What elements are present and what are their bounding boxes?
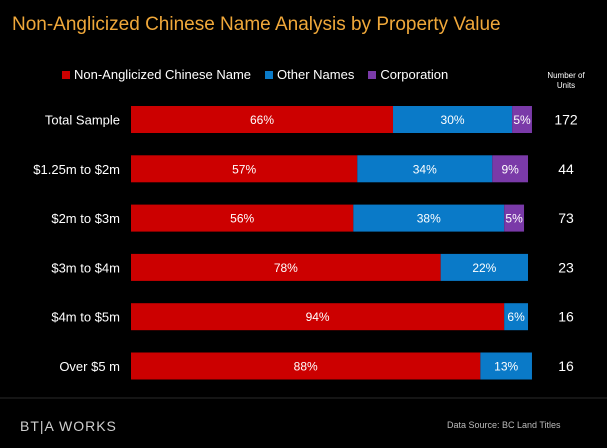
legend-swatch-blue: [265, 70, 274, 79]
data-label: 13%: [494, 360, 518, 374]
units-value: 23: [558, 259, 574, 275]
bar-segment: [393, 106, 513, 133]
bar-segment: [357, 155, 493, 183]
bar-segment: [131, 106, 394, 133]
data-label: 88%: [294, 360, 318, 374]
category-label: $1.25m to $2m: [33, 162, 120, 177]
bar-segment: [131, 204, 354, 232]
legend-label-chinese-name: Non-Anglicized Chinese Name: [74, 67, 252, 82]
data-label: 56%: [230, 212, 254, 226]
bar-segment: [131, 303, 505, 331]
bar-segment: [131, 155, 358, 183]
bar-segment: [131, 352, 481, 380]
data-label: 66%: [250, 113, 274, 127]
legend-swatch-purple: [368, 70, 377, 79]
units-value: 172: [554, 112, 578, 128]
data-label: 22%: [472, 261, 496, 275]
legend-label-other-names: Other Names: [277, 67, 355, 82]
brand-logo: BT|A WORKS: [20, 418, 117, 434]
bar-segment: [131, 253, 441, 281]
bar-segment: [440, 253, 528, 281]
category-label: Total Sample: [45, 113, 120, 128]
chart-title: Non-Anglicized Chinese Name Analysis by …: [12, 14, 501, 35]
legend: Non-Anglicized Chinese Name Other Names …: [62, 67, 448, 82]
data-label: 34%: [413, 162, 437, 176]
bar-segment: [492, 155, 528, 183]
category-label: Over $5 m: [59, 359, 120, 374]
units-value: 16: [558, 309, 574, 325]
bar-segment: [504, 204, 525, 232]
data-label: 57%: [232, 162, 256, 176]
units-value: 44: [558, 161, 574, 177]
legend-swatch-red: [62, 70, 70, 79]
legend-item-other-names: Other Names: [265, 67, 354, 82]
bar-segment: [480, 352, 532, 380]
data-label: 6%: [507, 310, 525, 324]
data-label: 5%: [513, 113, 531, 127]
units-value: 16: [558, 358, 574, 374]
units-column-header: Number of Units: [547, 71, 585, 90]
data-label: 30%: [441, 113, 465, 127]
legend-item-corporation: Corporation: [368, 67, 448, 82]
bar-segment: [504, 303, 528, 331]
bar-segment: [512, 106, 532, 133]
data-label: 9%: [501, 162, 519, 176]
category-label: $2m to $3m: [51, 211, 120, 226]
data-source: Data Source: BC Land Titles: [447, 420, 561, 430]
data-label: 5%: [505, 212, 523, 226]
units-value: 73: [558, 210, 574, 226]
category-label: $3m to $4m: [51, 260, 120, 275]
bar-segment: [353, 204, 505, 232]
data-label: 78%: [274, 261, 298, 275]
data-label: 94%: [306, 310, 330, 324]
legend-item-chinese-name: Non-Anglicized Chinese Name: [62, 67, 251, 82]
data-label: 38%: [417, 212, 441, 226]
category-label: $4m to $5m: [51, 310, 120, 325]
legend-label-corporation: Corporation: [380, 67, 449, 82]
